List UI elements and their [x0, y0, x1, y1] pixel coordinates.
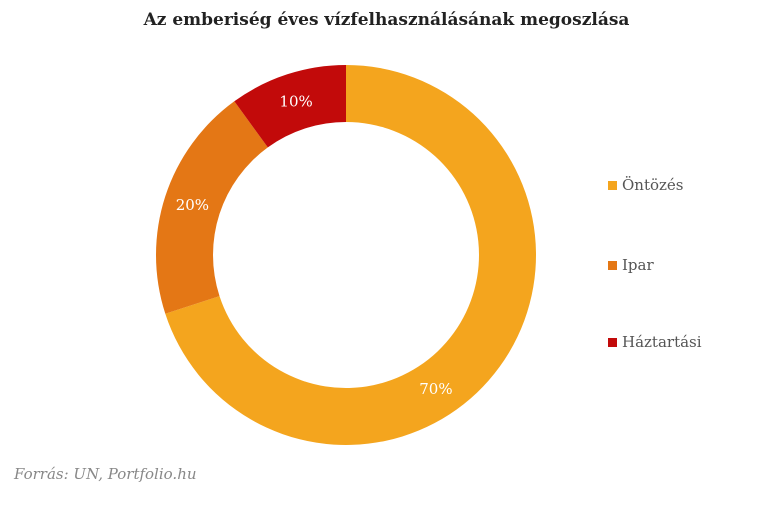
legend-label: Háztartási — [622, 333, 702, 351]
data-label-0: 70% — [419, 380, 452, 398]
legend-label: Öntözés — [622, 176, 684, 194]
legend-swatch — [608, 180, 617, 190]
chart-title: Az emberiség éves vízfelhasználásának me… — [143, 10, 630, 30]
slice-2 — [234, 65, 346, 148]
data-label-1: 20% — [176, 196, 209, 214]
legend-swatch — [608, 260, 617, 270]
source-note: Forrás: UN, Portfolio.hu — [14, 465, 197, 483]
legend-label: Ipar — [622, 256, 654, 274]
legend-item: Öntözés — [608, 176, 684, 194]
data-label-2: 10% — [279, 92, 312, 110]
legend-item: Háztartási — [608, 333, 702, 351]
legend-item: Ipar — [608, 256, 654, 274]
slice-1 — [156, 101, 268, 314]
legend-swatch — [608, 337, 617, 347]
slice-0 — [165, 65, 537, 445]
